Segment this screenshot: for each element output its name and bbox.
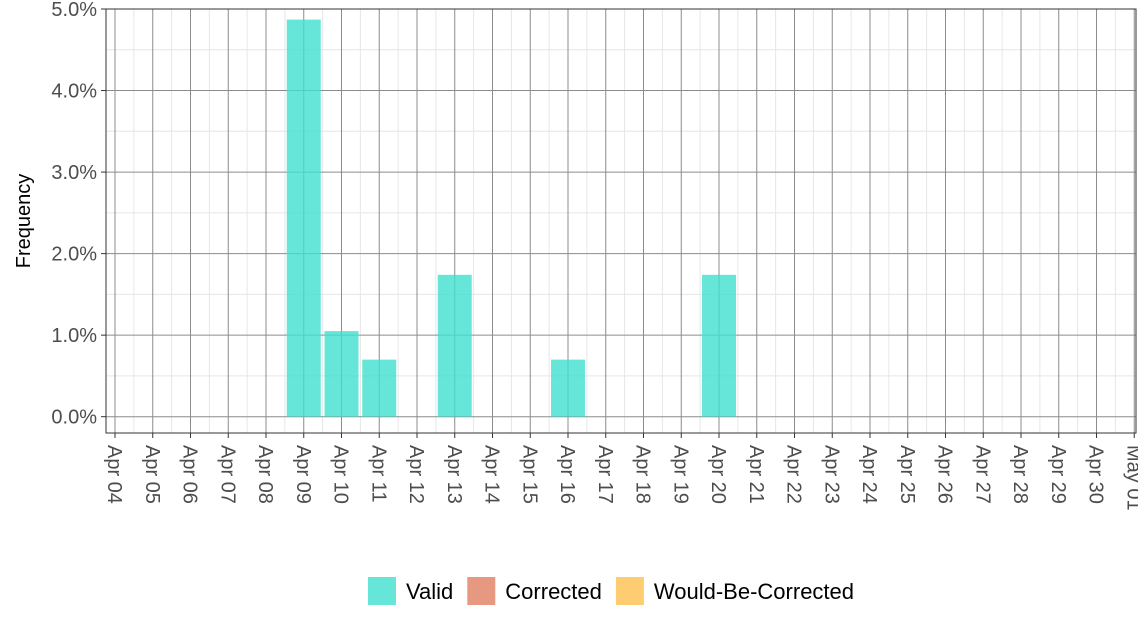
y-axis-title: Frequency xyxy=(13,174,35,269)
x-tick-label: Apr 27 xyxy=(971,445,993,504)
y-tick-label: 5.0% xyxy=(51,0,97,21)
bar xyxy=(437,274,472,417)
x-tick-label: Apr 24 xyxy=(858,445,880,504)
x-tick-label: Apr 14 xyxy=(481,445,503,504)
x-tick-label: Apr 17 xyxy=(594,445,616,504)
x-tick-label: Apr 10 xyxy=(330,445,352,504)
x-tick-label: Apr 06 xyxy=(179,445,201,504)
legend-key xyxy=(368,577,396,605)
x-tick-label: Apr 21 xyxy=(745,445,767,504)
bar xyxy=(286,19,321,417)
x-tick-label: Apr 08 xyxy=(254,445,276,504)
legend-label: Would-Be-Corrected xyxy=(654,579,854,604)
x-tick-label: Apr 18 xyxy=(632,445,654,504)
x-tick-label: Apr 29 xyxy=(1047,445,1069,504)
y-tick-label: 4.0% xyxy=(51,81,97,103)
x-tick-label: Apr 25 xyxy=(896,445,918,504)
x-tick-label: Apr 19 xyxy=(669,445,691,504)
bar xyxy=(324,331,359,417)
x-tick-label: Apr 11 xyxy=(367,445,389,502)
x-tick-label: Apr 12 xyxy=(405,445,427,504)
legend-label: Corrected xyxy=(505,579,602,604)
x-tick-label: Apr 16 xyxy=(556,445,578,504)
y-tick-label: 2.0% xyxy=(51,244,97,266)
x-tick-label: Apr 05 xyxy=(141,445,163,504)
y-tick-label: 1.0% xyxy=(51,325,97,347)
x-tick-label: May 01 xyxy=(1122,445,1138,511)
x-tick-label: Apr 23 xyxy=(820,445,842,504)
bar xyxy=(362,359,397,417)
y-tick-label: 0.0% xyxy=(51,407,97,429)
x-tick-label: Apr 15 xyxy=(518,445,540,504)
x-axis: Apr 04 Apr 05 Apr 06 Apr 07 Apr 08 Apr 09 Apr … xyxy=(103,433,1138,511)
y-tick-label: 3.0% xyxy=(51,162,97,184)
x-tick-label: Apr 22 xyxy=(783,445,805,504)
legend-key xyxy=(615,577,644,605)
legend-label: Valid xyxy=(406,579,453,604)
grid xyxy=(106,8,1136,433)
bar xyxy=(551,359,585,417)
x-tick-label: Apr 20 xyxy=(707,445,729,504)
x-tick-label: Apr 09 xyxy=(292,445,314,504)
x-tick-label: Apr 13 xyxy=(443,445,465,504)
x-tick-label: Apr 30 xyxy=(1085,445,1107,504)
x-tick-label: Apr 26 xyxy=(934,445,956,504)
legend-key xyxy=(467,577,496,605)
x-tick-label: Apr 04 xyxy=(103,445,125,504)
plot-panel-border xyxy=(105,8,1137,434)
y-axis: 0.0% 1.0% 2.0% 3.0% 4.0% 5.0% xyxy=(51,0,106,429)
bar xyxy=(702,274,736,417)
x-tick-label: Apr 28 xyxy=(1009,445,1031,504)
legend: Valid Corrected Would-Be-Corrected xyxy=(368,577,854,605)
bars xyxy=(286,19,736,417)
x-tick-label: Apr 07 xyxy=(216,445,238,504)
